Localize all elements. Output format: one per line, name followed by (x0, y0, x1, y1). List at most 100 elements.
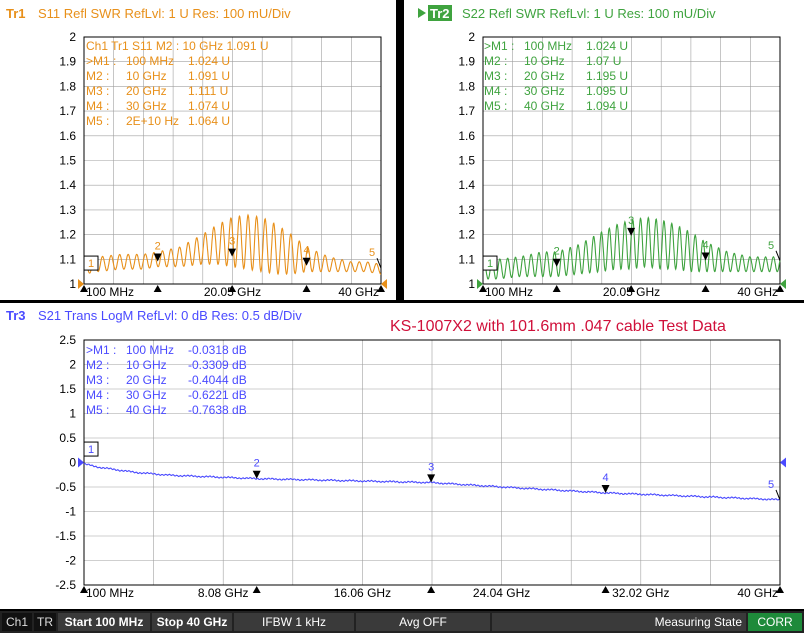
marker-arrow-icon (601, 484, 610, 493)
marker-list-freq: 100 MHz (524, 39, 572, 53)
stop-frequency[interactable]: Stop 40 GHz (152, 613, 232, 631)
marker-number: 2 (254, 458, 260, 470)
axis-marker-icon (228, 285, 237, 292)
measuring-state: Measuring State (492, 613, 746, 631)
y-tick-label: 1.7 (59, 104, 76, 118)
marker-list-freq: 30 GHz (524, 84, 565, 98)
marker-list-freq: 10 GHz (126, 358, 167, 372)
marker-list-freq: 100 MHz (126, 343, 174, 357)
y-tick-label: 1.2 (458, 228, 475, 242)
marker-pointer (775, 489, 781, 501)
marker-number: 2 (554, 246, 560, 258)
y-tick-label: 1.3 (458, 203, 475, 217)
marker-list-freq: 100 MHz (126, 54, 174, 68)
x-tick-label: 40 GHz (338, 285, 379, 299)
marker-list-label: M5 : (484, 99, 507, 113)
marker-list-freq: 2E+10 Hz (126, 114, 179, 128)
y-tick-label: 1.1 (458, 252, 475, 266)
tr1-title: S11 Refl SWR RefLvl: 1 U Res: 100 mU/Div (38, 6, 291, 21)
marker-list-label: >M1 : (484, 39, 514, 53)
marker-arrow-icon (153, 253, 162, 262)
x-tick-label: 16.06 GHz (334, 586, 391, 600)
tr2-label-box[interactable] (428, 5, 452, 21)
y-tick-label: 1.6 (458, 129, 475, 143)
y-tick-label: -1.5 (55, 529, 76, 543)
x-tick-label: 8.08 GHz (198, 586, 249, 600)
y-tick-label: 2 (69, 358, 76, 372)
y-tick-label: 2.5 (59, 333, 76, 347)
marker-number: 3 (229, 236, 235, 248)
x-tick-label: 100 MHz (86, 586, 134, 600)
marker-number: 5 (768, 240, 774, 252)
y-tick-label: 1.1 (59, 252, 76, 266)
marker-list-freq: 20 GHz (524, 69, 565, 83)
marker-number: 4 (304, 245, 310, 257)
reference-left-icon (477, 279, 483, 289)
x-tick-label: 24.04 GHz (473, 586, 530, 600)
y-tick-label: -2.5 (55, 578, 76, 592)
marker-number: 4 (703, 240, 709, 252)
marker-number: 1 (88, 444, 94, 456)
marker-list-value: 1.024 U (188, 54, 230, 68)
axis-marker-icon (479, 285, 487, 292)
reference-right-icon (780, 279, 786, 289)
marker-list-label: M4 : (86, 99, 109, 113)
marker-number: 2 (155, 241, 161, 253)
averaging-setting[interactable]: Avg OFF (356, 613, 490, 631)
marker-arrow-icon (552, 258, 561, 267)
start-frequency[interactable]: Start 100 MHz (58, 613, 150, 631)
marker-list-freq: 30 GHz (126, 388, 167, 402)
axis-marker-icon (153, 285, 162, 292)
y-tick-label: 1.8 (458, 79, 475, 93)
y-tick-label: 1.4 (458, 178, 475, 192)
y-tick-label: 1.5 (59, 382, 76, 396)
marker-list-value: 1.195 U (586, 69, 628, 83)
axis-marker-icon (601, 586, 610, 593)
marker-list-freq: 10 GHz (524, 54, 565, 68)
marker-list-value: 1.095 U (586, 84, 628, 98)
correction-badge[interactable]: CORR (748, 613, 802, 631)
tr1-label[interactable]: Tr1 (6, 6, 26, 21)
marker-arrow-icon (302, 257, 311, 266)
marker-list-value: 1.064 U (188, 114, 230, 128)
marker-pointer (775, 250, 781, 261)
marker-arrow-icon (627, 227, 636, 236)
marker-list-label: M5 : (86, 114, 109, 128)
marker-list-value: 1.091 U (188, 69, 230, 83)
marker-list-label: M2 : (86, 69, 109, 83)
tr3-panel: Tr3 S21 Trans LogM RefLvl: 0 dB Res: 0.5… (0, 303, 804, 609)
reference-left-icon (78, 457, 84, 468)
x-tick-label: 40 GHz (737, 285, 778, 299)
marker-list-label: >M1 : (86, 343, 116, 357)
test-data-title: KS-1007X2 with 101.6mm .047 cable Test D… (390, 318, 726, 335)
tr3-label[interactable]: Tr3 (6, 308, 26, 323)
axis-marker-icon (701, 285, 710, 292)
y-tick-label: -1 (65, 505, 76, 519)
marker-list-label: M4 : (86, 388, 109, 402)
tr2-label[interactable]: Tr2 (430, 6, 450, 21)
y-tick-label: 1 (69, 407, 76, 421)
marker-list-value: -0.4044 dB (188, 373, 247, 387)
ifbw-setting[interactable]: IFBW 1 kHz (234, 613, 354, 631)
marker-arrow-icon (228, 248, 237, 257)
y-tick-label: 2 (468, 30, 475, 44)
trace-button[interactable]: TR (34, 613, 56, 631)
y-tick-label: 1.3 (59, 203, 76, 217)
marker-number: 3 (428, 461, 434, 473)
marker-list-freq: 40 GHz (126, 403, 167, 417)
marker-list-freq: 20 GHz (126, 373, 167, 387)
reference-left-icon (78, 279, 84, 289)
y-tick-label: 0.5 (59, 431, 76, 445)
tr3-title: S21 Trans LogM RefLvl: 0 dB Res: 0.5 dB/… (38, 308, 302, 323)
marker-list-label: M2 : (484, 54, 507, 68)
y-tick-label: 1.5 (59, 154, 76, 168)
marker-list-value: 1.074 U (188, 99, 230, 113)
marker-list-value: -0.3309 dB (188, 358, 247, 372)
marker-list-label: M3 : (86, 373, 109, 387)
channel-button[interactable]: Ch1 (2, 613, 32, 631)
plot-frame (83, 36, 382, 285)
axis-marker-icon (552, 285, 561, 292)
y-tick-label: 1.5 (458, 154, 475, 168)
